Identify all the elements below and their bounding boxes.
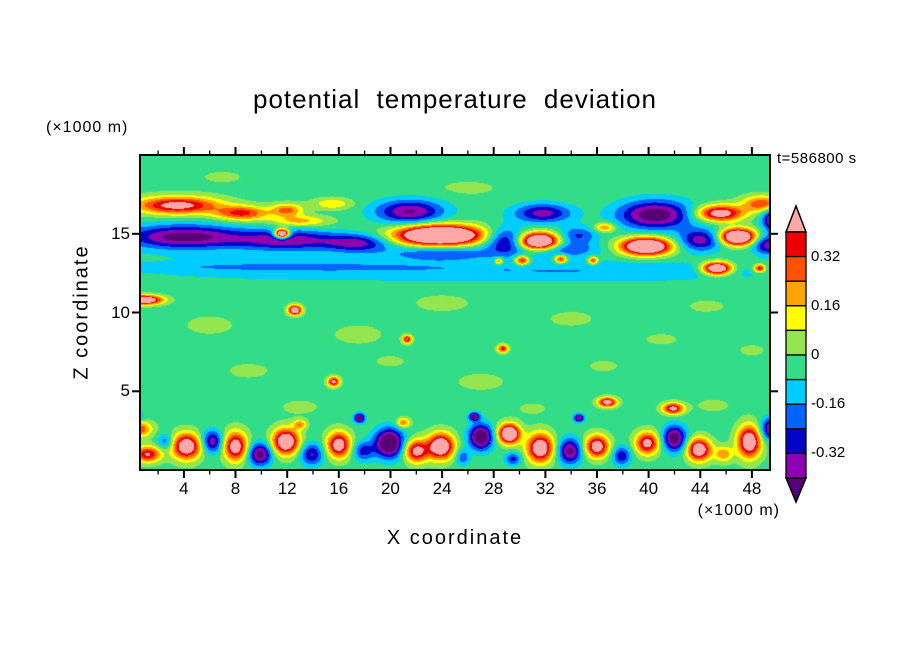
colorbar-arrow-bottom bbox=[784, 477, 808, 504]
contour-field-canvas bbox=[140, 155, 770, 470]
x-axis-tick-label: 16 bbox=[329, 479, 349, 498]
x-axis-tick-label: 36 bbox=[587, 479, 607, 498]
x-axis-tick-label: 12 bbox=[277, 479, 297, 498]
colorbar-segment bbox=[785, 354, 807, 381]
x-axis-unit-label: (×1000 m) bbox=[697, 502, 780, 519]
z-axis-tick-label: 5 bbox=[120, 381, 130, 401]
timestamp-label: t=586800 s bbox=[777, 150, 857, 167]
colorbar-segment bbox=[785, 255, 807, 282]
colorbar-label: 0.32 bbox=[811, 247, 841, 265]
colorbar-arrow-top bbox=[784, 203, 808, 233]
x-axis-tick-label: 8 bbox=[230, 479, 241, 498]
x-axis-tick-label: 24 bbox=[432, 479, 452, 498]
colorbar-segment bbox=[785, 231, 807, 258]
colorbar-segment bbox=[785, 305, 807, 332]
z-axis-unit-label: (×1000 m) bbox=[46, 119, 129, 136]
x-axis-tick-label: 32 bbox=[535, 479, 555, 498]
x-axis-tick-label: 48 bbox=[742, 479, 762, 498]
z-axis-tick-label: 15 bbox=[111, 223, 130, 243]
z-axis-tick-label: 10 bbox=[111, 302, 130, 322]
x-axis-tick-label: 44 bbox=[690, 479, 710, 498]
colorbar-segment bbox=[785, 428, 807, 455]
colorbar-segment bbox=[785, 452, 807, 479]
colorbar-segment bbox=[785, 280, 807, 307]
x-axis-tick-label: 20 bbox=[380, 479, 400, 498]
x-axis-tick-label: 4 bbox=[179, 479, 189, 498]
x-axis-title: X coordinate bbox=[386, 527, 524, 549]
x-axis-tick-label: 28 bbox=[484, 479, 504, 498]
x-axis-tick-label: 40 bbox=[639, 479, 659, 498]
colorbar-segment bbox=[785, 329, 807, 356]
colorbar-segment bbox=[785, 378, 807, 405]
colorbar-label: -0.32 bbox=[811, 444, 846, 462]
colorbar-label: -0.16 bbox=[811, 395, 846, 413]
colorbar-label: 0.16 bbox=[811, 296, 841, 314]
colorbar-segment bbox=[785, 403, 807, 430]
plot-title: potential temperature deviation bbox=[252, 84, 657, 114]
colorbar-label: 0 bbox=[811, 346, 820, 363]
